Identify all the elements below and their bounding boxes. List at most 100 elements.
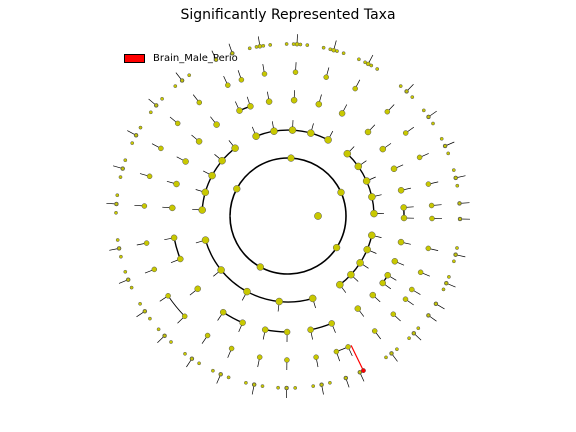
- leaf-node: [431, 121, 435, 126]
- clade-node: [169, 204, 176, 212]
- leaf-node: [115, 238, 120, 242]
- leaf-node: [138, 301, 142, 306]
- clade-node: [170, 234, 178, 242]
- clade-node: [257, 44, 263, 49]
- clade-node: [333, 348, 340, 355]
- leaf-node: [375, 67, 380, 71]
- clade-node: [429, 215, 435, 222]
- leaf-node: [426, 115, 431, 119]
- leaf-node: [114, 210, 118, 215]
- leaf-node: [384, 355, 388, 360]
- clade-node: [201, 188, 210, 197]
- leaf-node: [298, 42, 303, 47]
- clade-node: [400, 204, 407, 211]
- leaf-node: [154, 103, 159, 108]
- clade-node: [198, 206, 206, 214]
- clade-node: [143, 240, 150, 246]
- leaf-node: [434, 301, 438, 306]
- leaf-node: [126, 277, 131, 282]
- clade-node: [213, 121, 220, 128]
- leaf-node: [120, 166, 125, 171]
- clade-node: [181, 313, 188, 320]
- clade-node: [369, 291, 377, 299]
- leaf-node: [173, 84, 178, 88]
- legend-swatch: [124, 53, 145, 63]
- leaf-node: [457, 201, 462, 206]
- leaf-node: [311, 384, 316, 388]
- clade-node: [194, 285, 201, 293]
- leaf-node: [447, 275, 451, 279]
- clade-node: [256, 354, 263, 360]
- leaf-node: [426, 313, 431, 318]
- clade-node: [354, 162, 363, 171]
- leaf-node: [115, 193, 120, 198]
- clade-node: [425, 181, 432, 187]
- clade-node: [208, 171, 216, 180]
- phylum-node: [287, 154, 295, 162]
- clade-node: [177, 255, 184, 263]
- clade-node: [292, 69, 299, 75]
- leaf-node: [214, 57, 218, 62]
- leaf-node: [244, 380, 248, 385]
- leaf-node: [357, 57, 361, 62]
- leaf-node: [162, 333, 167, 338]
- clade-node: [365, 61, 371, 67]
- leaf-node: [123, 158, 128, 163]
- leaf-node: [117, 246, 121, 251]
- clade-node: [236, 107, 243, 114]
- clade-node: [275, 297, 283, 306]
- leaf-node: [395, 347, 399, 352]
- clade-node: [252, 132, 260, 140]
- clade-node: [219, 308, 227, 316]
- clade-node: [390, 165, 398, 173]
- leaf-node: [458, 217, 462, 221]
- leaf-node: [398, 84, 403, 88]
- clade-node: [336, 280, 344, 289]
- branch-arc: [222, 311, 243, 324]
- leaf-node: [451, 168, 456, 172]
- clade-node: [324, 136, 332, 144]
- clade-node: [347, 270, 355, 279]
- leaf-node: [148, 110, 153, 115]
- leaf-node: [187, 73, 192, 78]
- phylum-node: [256, 263, 264, 271]
- clade-node: [425, 245, 432, 252]
- clade-node: [173, 180, 180, 188]
- leaf-node: [230, 51, 235, 56]
- clade-node: [294, 41, 300, 47]
- clade-node: [345, 344, 351, 350]
- leaf-node: [343, 376, 348, 380]
- leaf-node: [190, 356, 194, 361]
- clade-node: [368, 193, 376, 201]
- leaf-node: [444, 281, 449, 286]
- clade-node: [247, 103, 254, 110]
- clade-node: [201, 236, 210, 244]
- clade-node: [364, 128, 372, 136]
- leaf-node: [410, 95, 415, 99]
- clade-node: [328, 320, 335, 327]
- leaf-node: [305, 43, 310, 47]
- clade-node: [370, 209, 378, 218]
- legend-label: Brain_Male_Perio: [153, 52, 238, 64]
- leaf-node: [226, 375, 231, 380]
- clade-node: [363, 245, 371, 254]
- leaf-node: [129, 285, 134, 290]
- leaf-node: [247, 46, 252, 51]
- leaf-node: [169, 340, 173, 344]
- tree-nodes: [114, 41, 463, 391]
- clade-node: [397, 187, 405, 194]
- leaf-node: [416, 326, 421, 331]
- leaf-node: [260, 384, 265, 388]
- leaf-node: [389, 351, 394, 356]
- clade-node: [290, 96, 298, 104]
- leaf-node: [421, 108, 426, 113]
- clade-node: [402, 130, 409, 136]
- clade-node: [315, 100, 323, 108]
- leaf-node: [148, 316, 152, 321]
- leaf-node: [363, 60, 367, 65]
- leaf-node: [328, 47, 333, 52]
- clade-node: [379, 145, 387, 153]
- clade-node: [270, 127, 278, 135]
- leaf-node: [252, 382, 257, 387]
